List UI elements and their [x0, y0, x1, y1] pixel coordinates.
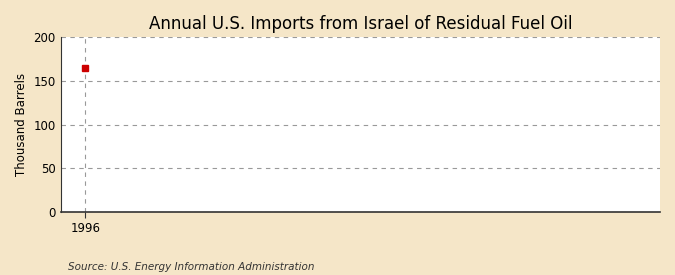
Y-axis label: Thousand Barrels: Thousand Barrels	[15, 73, 28, 176]
Title: Annual U.S. Imports from Israel of Residual Fuel Oil: Annual U.S. Imports from Israel of Resid…	[148, 15, 572, 33]
Text: Source: U.S. Energy Information Administration: Source: U.S. Energy Information Administ…	[68, 262, 314, 272]
